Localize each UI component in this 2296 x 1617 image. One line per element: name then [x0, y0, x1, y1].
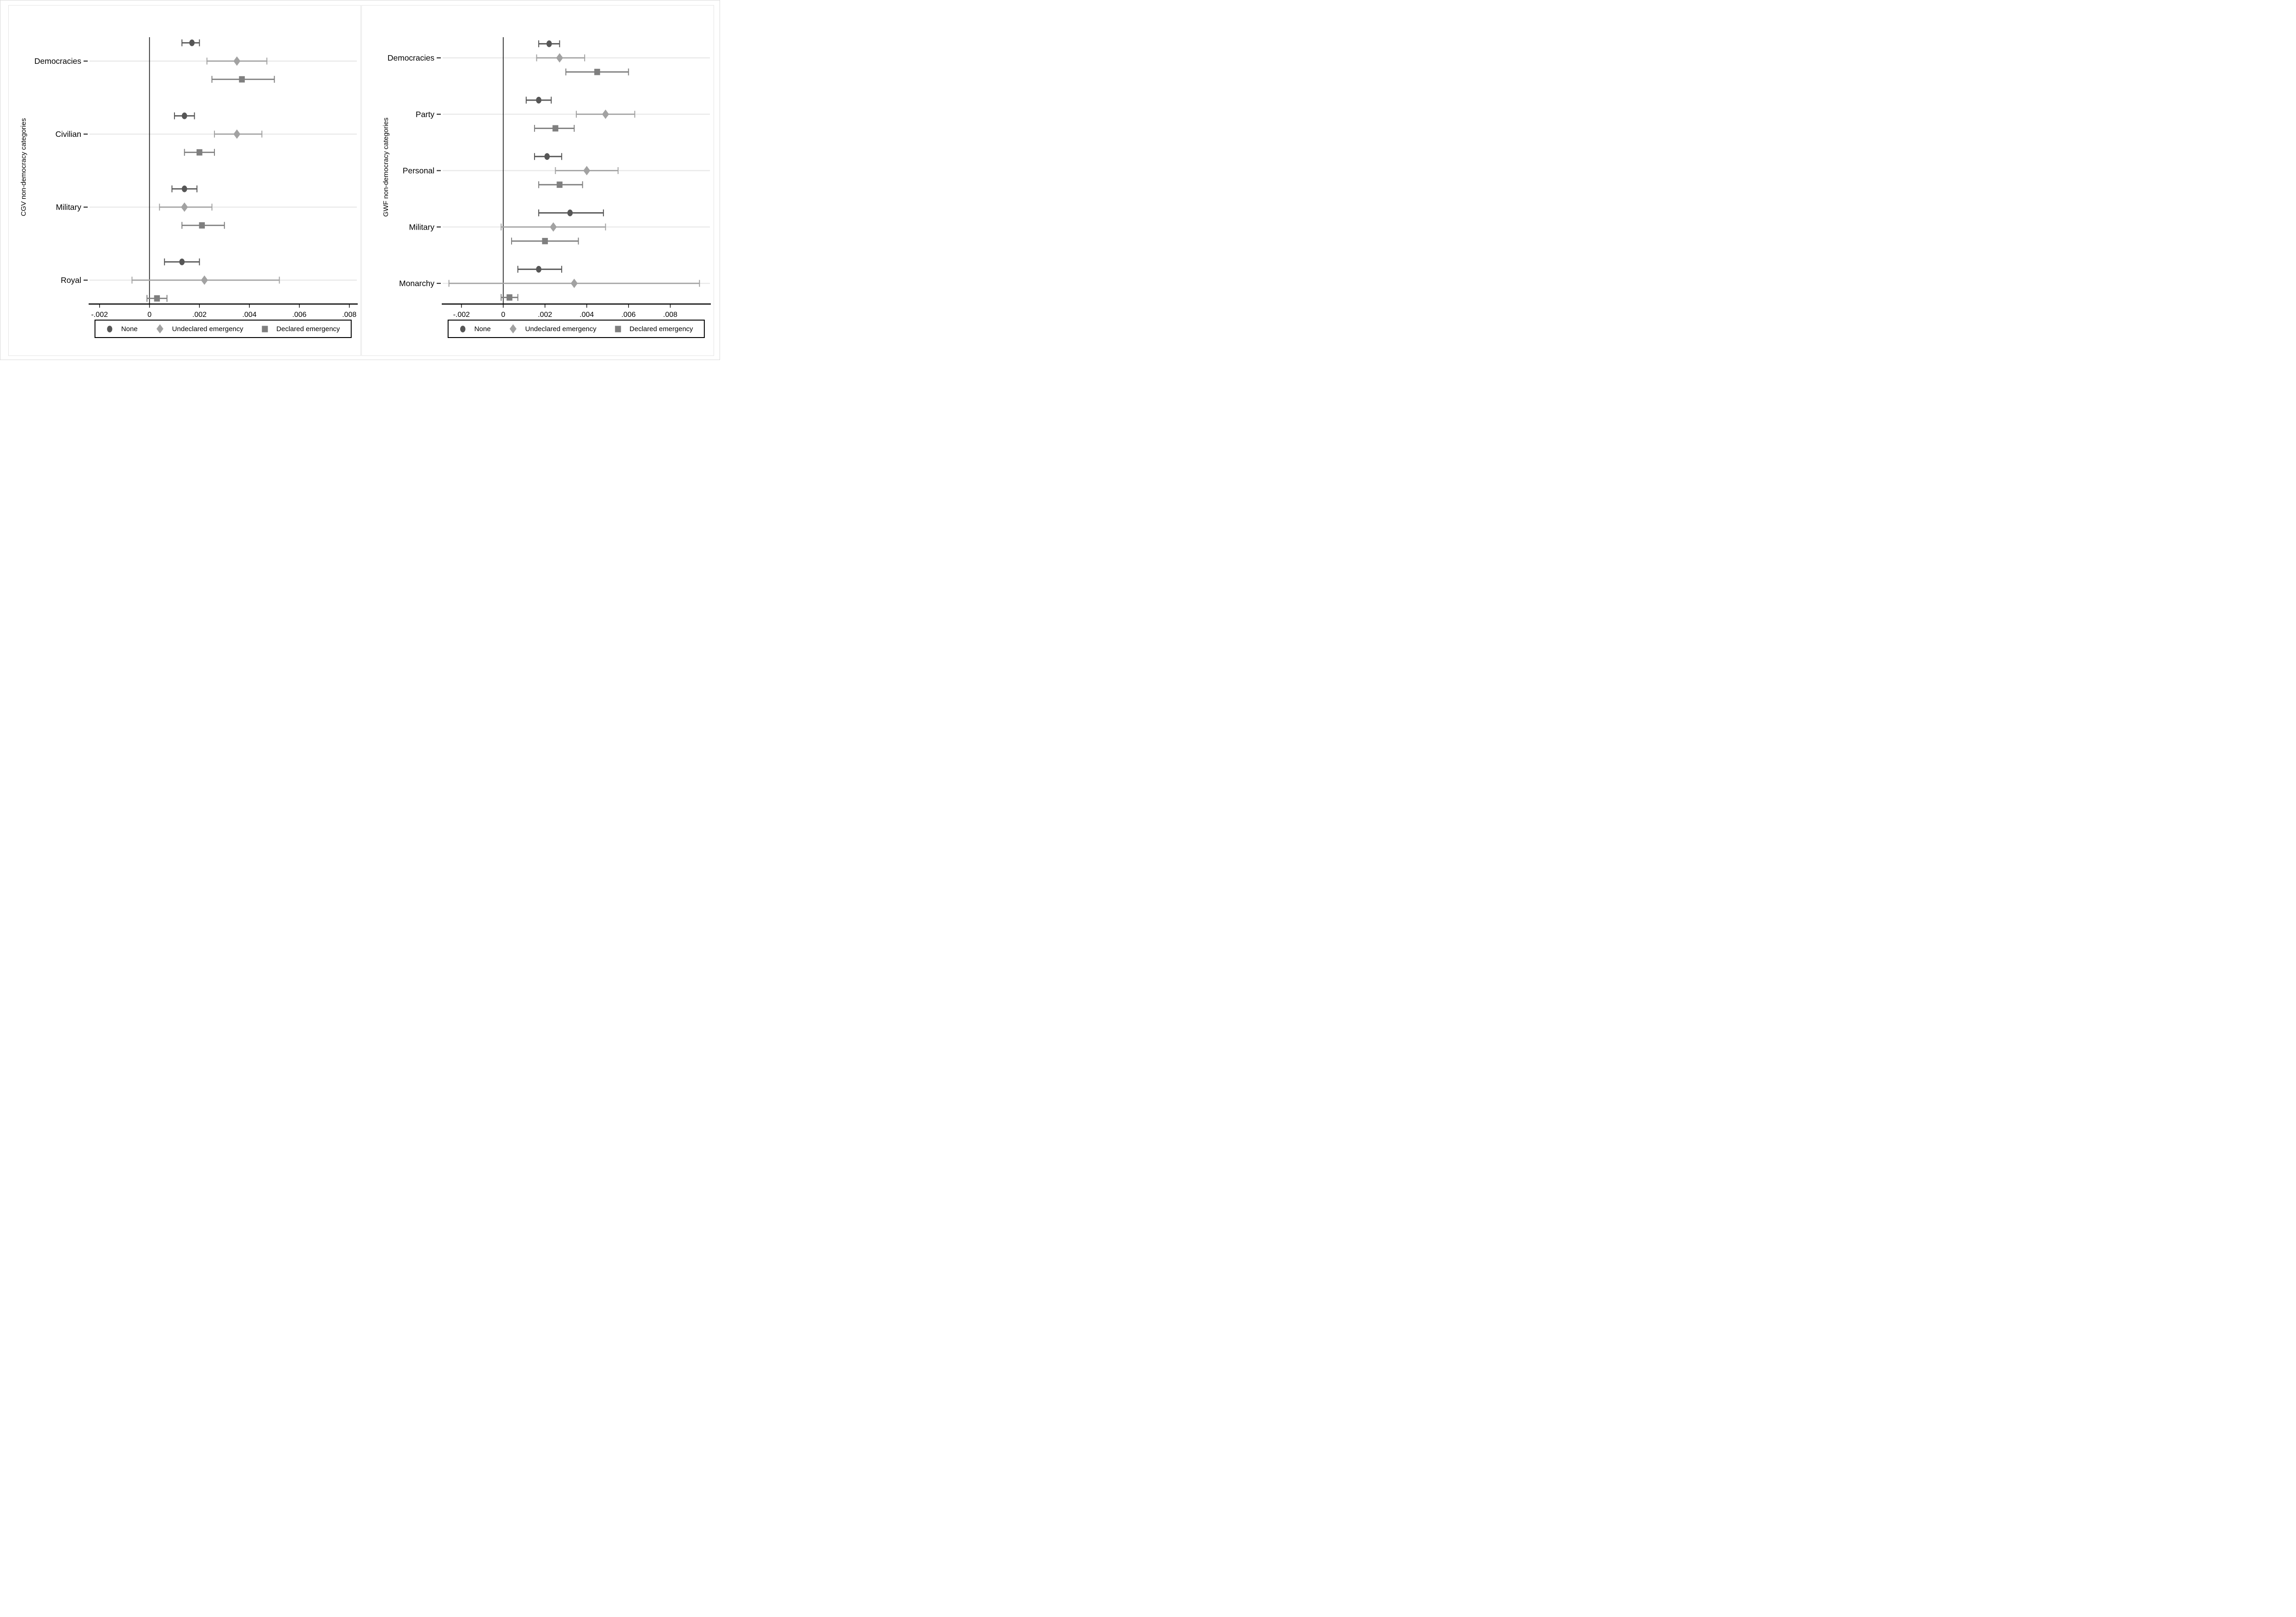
panel-cgv: -.002 0 .002 .004 .006 .008 Democracies Civilia…: [8, 5, 361, 356]
marker-square: [199, 222, 205, 229]
x-tick-label: .006: [621, 311, 636, 319]
legend-label: Undeclared emergency: [525, 325, 597, 333]
marker-diamond: [602, 109, 609, 119]
coefficient-plot-cgv: -.002 0 .002 .004 .006 .008 Democracies Civilia…: [34, 37, 358, 319]
marker-diamond: [233, 56, 241, 66]
diamond-marker-icon: [156, 324, 163, 333]
marker-square: [594, 68, 600, 75]
marker-diamond: [556, 53, 563, 63]
marker-circle: [536, 96, 541, 104]
legend-item-undeclared-emergency: Undeclared emergency: [509, 324, 597, 334]
diamond-marker-icon: [509, 324, 517, 333]
category-label: Civilian: [56, 130, 81, 139]
legend-label: None: [121, 325, 138, 333]
legend-label: None: [474, 325, 491, 333]
y-axis-title-text: CGV non-democracy categories: [20, 118, 28, 216]
category-label: Democracies: [34, 56, 81, 66]
legend-label: Declared emergency: [629, 325, 693, 333]
legend-item-declared-emergency: Declared emergency: [262, 325, 340, 333]
marker-square: [557, 181, 563, 188]
y-axis-title-text: GWF non-democracy categories: [382, 118, 390, 217]
circle-marker-icon: [107, 325, 113, 332]
marker-square: [552, 125, 558, 132]
marker-diamond: [181, 202, 188, 212]
legend-item-declared-emergency: Declared emergency: [615, 325, 693, 333]
x-tick-label: .004: [242, 311, 257, 319]
marker-square: [542, 238, 548, 244]
coefficient-plot-gwf: -.002 0 .002 .004 .006 .008 Democracies Party Pe…: [388, 37, 711, 319]
square-marker-icon: [262, 326, 268, 332]
category-label: Democracies: [388, 53, 434, 62]
marker-circle: [567, 209, 573, 216]
marker-square: [506, 294, 512, 301]
figure-canvas: -.002 0 .002 .004 .006 .008 Democracies Civilia…: [0, 0, 720, 360]
legend-item-none: None: [107, 325, 138, 333]
marker-circle: [179, 258, 185, 265]
square-marker-icon: [615, 326, 621, 332]
marker-diamond: [583, 166, 591, 175]
marker-diamond: [233, 129, 241, 139]
marker-circle: [189, 39, 195, 46]
x-tick-label: .006: [292, 311, 306, 319]
category-label: Monarchy: [399, 279, 434, 288]
category-label: Military: [56, 203, 82, 212]
marker-circle: [544, 153, 550, 160]
x-tick-label: .002: [192, 311, 207, 319]
legend-item-undeclared-emergency: Undeclared emergency: [156, 324, 243, 334]
x-tick-label: 0: [147, 311, 152, 319]
panel-gwf: -.002 0 .002 .004 .006 .008 Democracies Party Pe…: [361, 5, 714, 356]
x-tick-label: .008: [342, 311, 356, 319]
x-tick-label: .002: [538, 311, 552, 319]
category-label: Party: [416, 110, 434, 119]
category-label: Personal: [403, 166, 434, 175]
marker-circle: [181, 185, 187, 192]
marker-circle: [181, 112, 187, 119]
marker-circle: [536, 266, 541, 273]
marker-diamond: [550, 222, 557, 232]
category-label: Military: [409, 222, 435, 231]
circle-marker-icon: [460, 325, 466, 332]
marker-diamond: [570, 278, 578, 288]
x-tick-label: -.002: [91, 311, 108, 319]
x-tick-label: 0: [501, 311, 505, 319]
x-tick-label: -.002: [453, 311, 470, 319]
marker-square: [239, 76, 245, 83]
category-label: Royal: [61, 276, 81, 285]
legend-item-none: None: [460, 325, 491, 333]
x-tick-label: .004: [580, 311, 594, 319]
legend-label: Undeclared emergency: [172, 325, 243, 333]
marker-circle: [546, 40, 552, 47]
marker-square: [154, 295, 160, 302]
marker-square: [197, 149, 203, 156]
legend-label: Declared emergency: [276, 325, 340, 333]
legend-box: None Undeclared emergency Declared emerg…: [94, 320, 352, 338]
marker-diamond: [201, 275, 208, 285]
legend-box: None Undeclared emergency Declared emerg…: [447, 320, 705, 338]
x-tick-label: .008: [663, 311, 677, 319]
